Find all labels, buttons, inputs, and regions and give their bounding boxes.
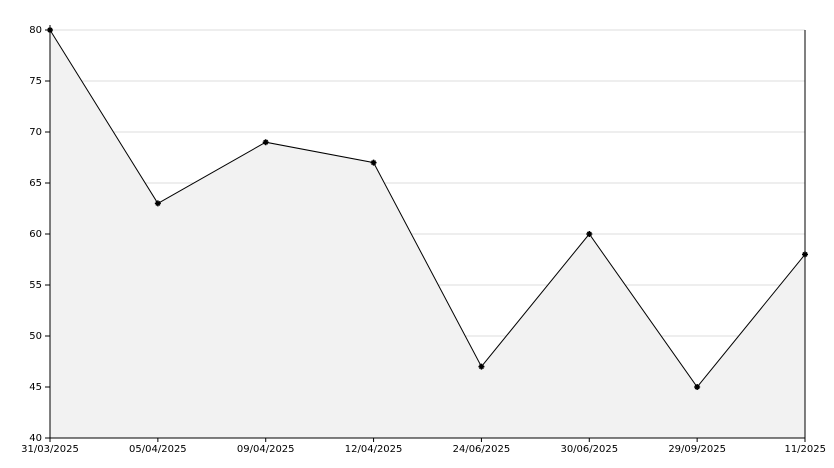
x-tick-label: 05/04/2025: [129, 444, 187, 455]
x-tick-label: 11/2025: [784, 444, 826, 455]
y-tick-label: 75: [29, 76, 42, 87]
marker: [586, 231, 593, 237]
marker: [370, 159, 377, 166]
y-tick-label: 50: [29, 331, 42, 342]
x-tick-label: 31/03/2025: [21, 444, 79, 455]
y-tick-label: 65: [29, 178, 42, 189]
x-tick-label: 12/04/2025: [345, 444, 403, 455]
y-tick-label: 80: [29, 25, 42, 36]
y-tick-label: 70: [29, 127, 42, 138]
marker: [478, 363, 485, 370]
y-tick-label: 55: [29, 280, 42, 291]
y-tick-label: 40: [29, 433, 42, 444]
area: [50, 30, 805, 438]
y-tick-label: 60: [29, 229, 42, 240]
y-tick-label: 45: [29, 382, 42, 393]
x-tick-label: 24/06/2025: [453, 444, 511, 455]
x-tick-label: 29/09/2025: [668, 444, 726, 455]
x-tick-label: 09/04/2025: [237, 444, 295, 455]
marker: [154, 200, 161, 207]
x-tick-label: 30/06/2025: [560, 444, 618, 455]
marker: [694, 384, 701, 390]
line: [49, 29, 806, 388]
marker: [262, 139, 269, 146]
